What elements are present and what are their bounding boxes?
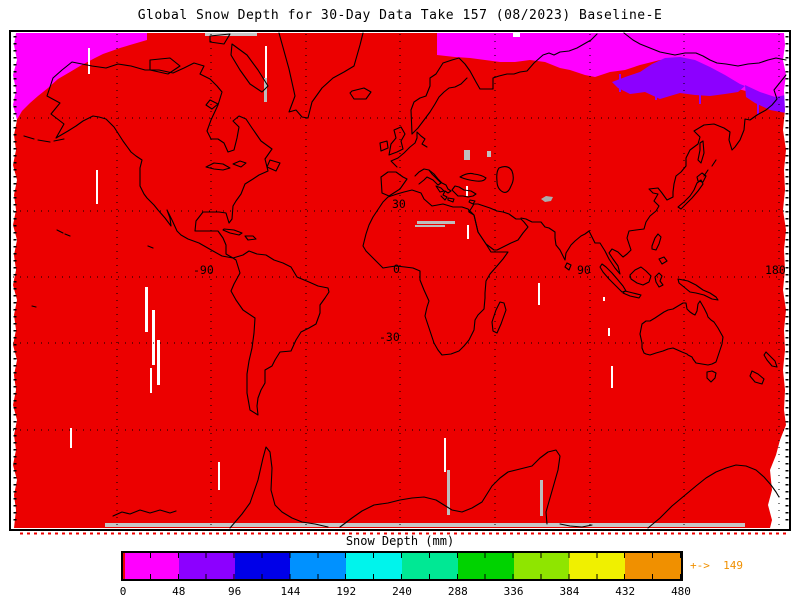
colorbar-ticks-top [123,553,681,558]
colorbar [121,551,683,581]
map-axis-labels: 30 0 -30 -90 90 180 [193,197,786,344]
colorbar-zero-sliver [123,553,125,579]
lat-label-0: 0 [393,262,400,276]
colorbar-overflow-label: +-> 149 [690,559,743,572]
colorbar-tick-label: 480 [671,585,691,598]
lon-label-90: 90 [577,263,591,277]
colorbar-tick-label: 288 [447,585,468,598]
lat-label--30: -30 [379,330,400,344]
plot-title: Global Snow Depth for 30-Day Data Take 1… [137,8,663,23]
gridlines [13,34,786,528]
colorbar-tick-label: 192 [336,585,357,598]
arctic-magenta-west [13,33,147,125]
colorbar-tick-label: 0 [119,585,127,598]
siberia-purple-band-east [745,85,786,113]
colorbar-tick-label: 240 [392,585,412,598]
lon-label--90: -90 [193,263,214,277]
colorbar-tick-label: 384 [559,585,580,598]
colorbar-tick-label: 336 [503,585,524,598]
lon-label-180: 180 [765,263,786,277]
arctic-magenta-east [437,33,786,98]
colorbar-tick-label: 48 [172,585,186,598]
colorbar-tick-label: 96 [227,585,242,598]
colorbar-ticks-bottom [123,574,681,579]
colorbar-tick-label: 144 [280,585,301,598]
coastlines [23,32,787,529]
overflow-value: 149 [723,559,743,572]
data-edge-left [11,33,17,528]
missing-data-artifacts [70,33,745,527]
overflow-arrow-icon: +-> [690,559,710,572]
data-edge-right [768,33,790,528]
map-frame [9,30,791,531]
colorbar-title: Snow Depth (mm) [345,534,455,548]
snow-zero-region [13,33,786,528]
colorbar-tick-labels: 0 48 96 144 192 240 288 336 384 432 480 [119,585,691,599]
siberia-purple-band [612,57,745,99]
colorbar-tick-label: 432 [615,585,636,598]
lat-label-30: 30 [392,197,406,211]
